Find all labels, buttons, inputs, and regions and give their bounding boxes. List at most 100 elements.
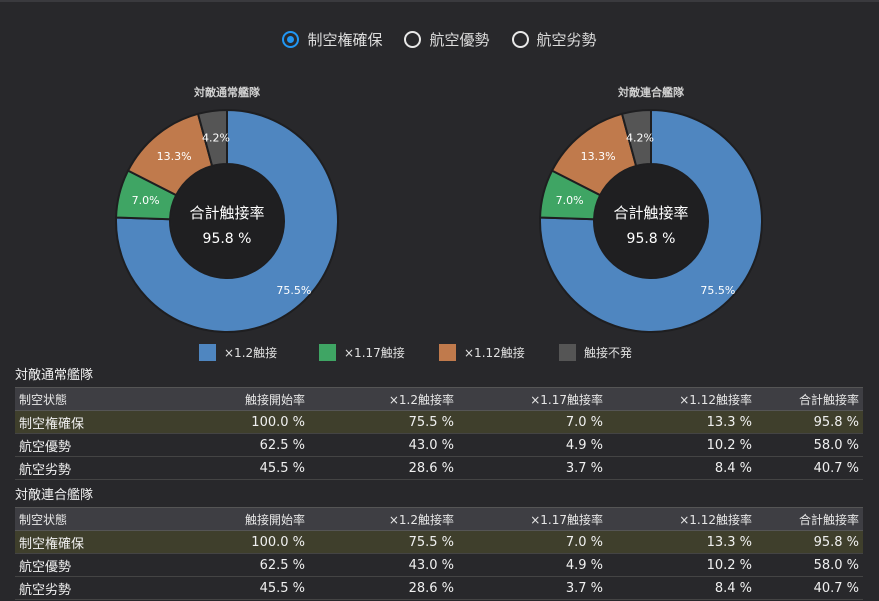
slice-value-label: 4.2% bbox=[626, 132, 654, 145]
legend-label: ×1.17触接 bbox=[344, 346, 405, 360]
slice-none[interactable] bbox=[196, 108, 228, 168]
table-cell: 40.7 % bbox=[756, 456, 863, 480]
legend-swatch bbox=[319, 344, 336, 361]
table-cell: 43.0 % bbox=[309, 433, 458, 457]
table-title: 対敵連合艦隊 bbox=[15, 488, 94, 503]
table-cell: 100.0 % bbox=[143, 530, 309, 554]
slice-value-label: 4.2% bbox=[202, 132, 230, 145]
table-row: 制空権確保 100.0 % 75.5 % 7.0 % 13.3 % 95.8 % bbox=[15, 530, 863, 554]
slice-none[interactable] bbox=[620, 108, 652, 168]
column-header: 合計触接率 bbox=[756, 507, 863, 531]
table-cell: 8.4 % bbox=[607, 576, 756, 600]
column-header: ×1.12触接率 bbox=[607, 507, 756, 531]
legend-swatch bbox=[439, 344, 456, 361]
table-cell: 75.5 % bbox=[309, 530, 458, 554]
column-header: ×1.12触接率 bbox=[607, 387, 756, 411]
radio-air-denial[interactable]: 航空劣勢 bbox=[511, 29, 597, 50]
table-cell: 航空劣勢 bbox=[15, 576, 143, 600]
center-value: 95.8 % bbox=[203, 231, 252, 247]
donut-hole bbox=[595, 165, 707, 277]
radio-air-supremacy[interactable]: 制空権確保 bbox=[282, 29, 382, 50]
table-cell: 制空権確保 bbox=[15, 530, 143, 554]
table-cell: 3.7 % bbox=[458, 576, 607, 600]
donut-svg: 75.5% 7.0% 13.3% 4.2% 合計触接率 95.8 % bbox=[539, 108, 763, 333]
radio-unselected-icon bbox=[404, 31, 422, 48]
radio-air-superiority[interactable]: 航空優勢 bbox=[404, 29, 490, 50]
table-cell: 62.5 % bbox=[143, 553, 309, 577]
table-cell: 43.0 % bbox=[309, 553, 458, 577]
table-header-row: 制空状態 触接開始率 ×1.2触接率 ×1.17触接率 ×1.12触接率 合計触… bbox=[15, 507, 863, 531]
column-header: ×1.17触接率 bbox=[458, 387, 607, 411]
table-cell: 7.0 % bbox=[458, 410, 607, 434]
table-row: 制空権確保 100.0 % 75.5 % 7.0 % 13.3 % 95.8 % bbox=[15, 410, 863, 434]
center-label: 合計触接率 bbox=[613, 204, 688, 222]
table-row: 航空劣勢 45.5 % 28.6 % 3.7 % 8.4 % 40.7 % bbox=[15, 576, 863, 600]
table-cell: 4.9 % bbox=[458, 553, 607, 577]
contact-rate-table: 制空状態 触接開始率 ×1.2触接率 ×1.17触接率 ×1.12触接率 合計触… bbox=[15, 507, 863, 600]
table-cell: 航空劣勢 bbox=[15, 456, 143, 480]
chart-title: 対敵通常艦隊 bbox=[194, 86, 260, 99]
contact-rate-table: 制空状態 触接開始率 ×1.2触接率 ×1.17触接率 ×1.12触接率 合計触… bbox=[15, 387, 863, 480]
center-value: 95.8 % bbox=[627, 231, 676, 247]
legend-label: 触接不発 bbox=[584, 346, 633, 360]
table-cell: 95.8 % bbox=[756, 530, 863, 554]
table-row: 航空劣勢 45.5 % 28.6 % 3.7 % 8.4 % 40.7 % bbox=[15, 456, 863, 480]
table-cell: 3.7 % bbox=[458, 456, 607, 480]
air-state-radio-group: 制空権確保 航空優勢 航空劣勢 bbox=[0, 29, 879, 50]
radio-label: 航空劣勢 bbox=[536, 31, 597, 49]
legend-label: ×1.12触接 bbox=[464, 346, 525, 360]
column-header: ×1.2触接率 bbox=[309, 387, 458, 411]
legend-label: ×1.2触接 bbox=[224, 346, 278, 360]
legend-item-x117[interactable]: ×1.17触接 bbox=[319, 344, 439, 361]
table-cell: 7.0 % bbox=[458, 530, 607, 554]
column-header: 触接開始率 bbox=[143, 387, 309, 411]
legend-item-x112[interactable]: ×1.12触接 bbox=[439, 344, 559, 361]
slice-value-label: 7.0% bbox=[132, 194, 160, 207]
legend-item-x12[interactable]: ×1.2触接 bbox=[199, 344, 319, 361]
table-header-row: 制空状態 触接開始率 ×1.2触接率 ×1.17触接率 ×1.12触接率 合計触… bbox=[15, 387, 863, 411]
column-header: ×1.2触接率 bbox=[309, 507, 458, 531]
table-cell: 45.5 % bbox=[143, 576, 309, 600]
table-cell: 58.0 % bbox=[756, 553, 863, 577]
table-row: 航空優勢 62.5 % 43.0 % 4.9 % 10.2 % 58.0 % bbox=[15, 553, 863, 577]
donut-chart-combined-fleet: 対敵連合艦隊 75.5% 7.0% 13.3% 4.2% 合計触接率 95.8 % bbox=[521, 80, 781, 340]
slice-value-label: 13.3% bbox=[157, 150, 192, 163]
donut-hole bbox=[171, 165, 283, 277]
table-cell: 40.7 % bbox=[756, 576, 863, 600]
slice-x12[interactable] bbox=[539, 108, 763, 333]
table-cell: 13.3 % bbox=[607, 530, 756, 554]
slice-value-label: 13.3% bbox=[581, 150, 616, 163]
column-header: 制空状態 bbox=[15, 387, 143, 411]
column-header: 制空状態 bbox=[15, 507, 143, 531]
table-cell: 75.5 % bbox=[309, 410, 458, 434]
table-cell: 95.8 % bbox=[756, 410, 863, 434]
table-cell: 28.6 % bbox=[309, 576, 458, 600]
table-cell: 航空優勢 bbox=[15, 433, 143, 457]
table-section-combined: 対敵連合艦隊 制空状態 触接開始率 ×1.2触接率 ×1.17触接率 ×1.12… bbox=[15, 484, 863, 600]
table-title: 対敵通常艦隊 bbox=[15, 368, 94, 383]
table-cell: 10.2 % bbox=[607, 553, 756, 577]
slice-value-label: 75.5% bbox=[276, 284, 311, 297]
radio-unselected-icon bbox=[511, 31, 529, 48]
table-cell: 10.2 % bbox=[607, 433, 756, 457]
table-section-normal: 対敵通常艦隊 制空状態 触接開始率 ×1.2触接率 ×1.17触接率 ×1.12… bbox=[15, 364, 863, 480]
table-cell: 45.5 % bbox=[143, 456, 309, 480]
radio-label: 航空優勢 bbox=[429, 31, 490, 49]
legend-item-none[interactable]: 触接不発 bbox=[559, 344, 679, 361]
table-cell: 28.6 % bbox=[309, 456, 458, 480]
donut-svg: 75.5% 7.0% 13.3% 4.2% 合計触接率 95.8 % bbox=[115, 108, 339, 333]
table-cell: 13.3 % bbox=[607, 410, 756, 434]
radio-label: 制空権確保 bbox=[307, 31, 383, 49]
column-header: 合計触接率 bbox=[756, 387, 863, 411]
slice-x12[interactable] bbox=[115, 108, 339, 333]
table-cell: 100.0 % bbox=[143, 410, 309, 434]
chart-legend: ×1.2触接 ×1.17触接 ×1.12触接 触接不発 bbox=[199, 344, 679, 361]
table-cell: 58.0 % bbox=[756, 433, 863, 457]
legend-swatch bbox=[559, 344, 576, 361]
table-cell: 4.9 % bbox=[458, 433, 607, 457]
center-label: 合計触接率 bbox=[189, 204, 264, 222]
legend-swatch bbox=[199, 344, 216, 361]
chart-title: 対敵連合艦隊 bbox=[618, 86, 684, 99]
column-header: ×1.17触接率 bbox=[458, 507, 607, 531]
radio-selected-icon bbox=[282, 31, 300, 48]
